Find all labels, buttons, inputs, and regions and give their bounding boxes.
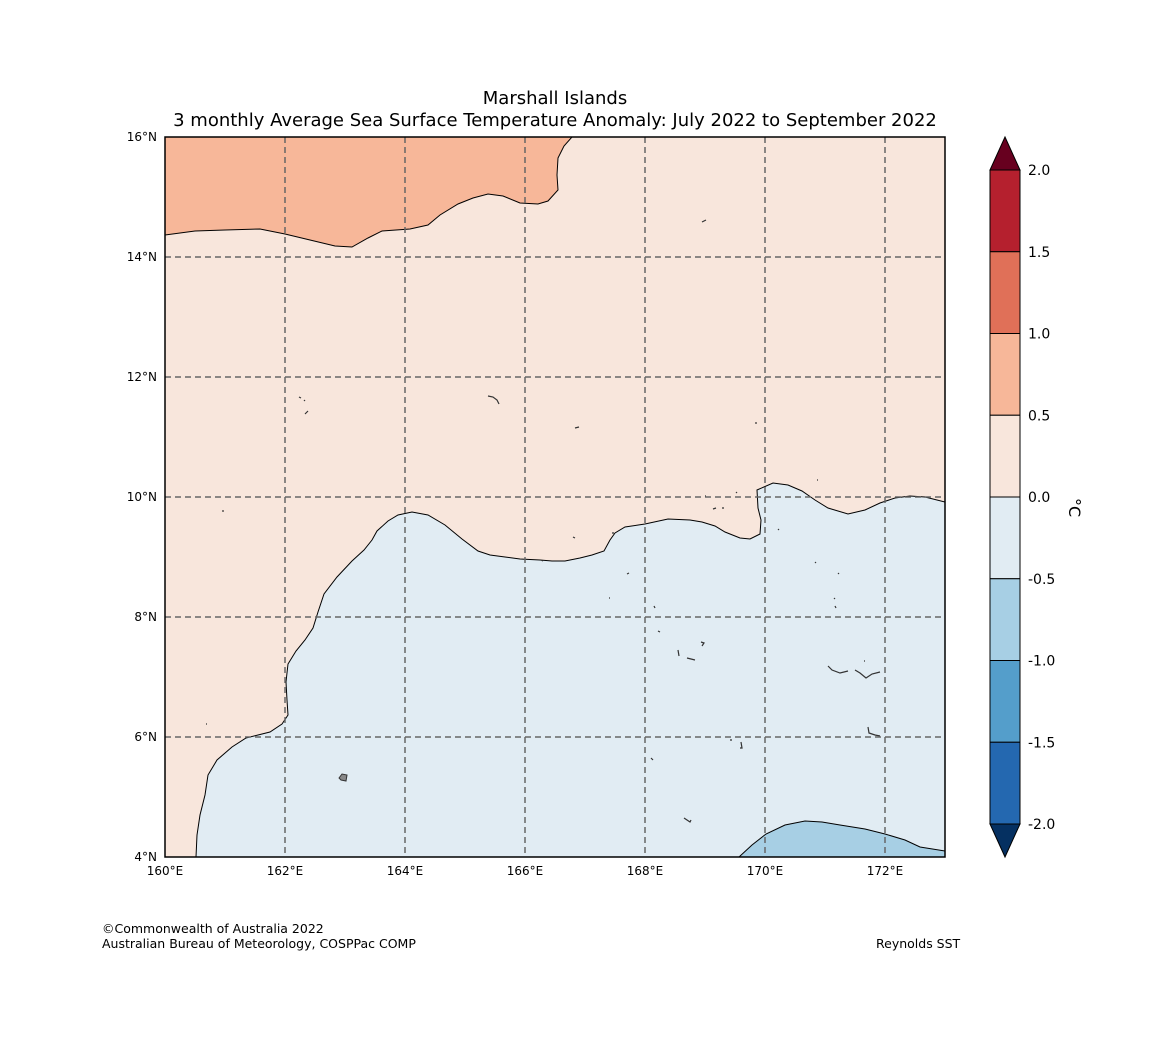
map-subtitle: 3 monthly Average Sea Surface Temperatur… — [173, 110, 937, 131]
lon-tick-label: 164°E — [387, 864, 424, 878]
colorbar-tick-label: 2.0 — [1028, 163, 1050, 179]
colorbar-under-arrow — [989, 823, 1021, 859]
colorbar-band — [989, 169, 1021, 253]
lon-tick-label: 172°E — [867, 864, 904, 878]
colorbar-tick-label: 0.0 — [1028, 490, 1050, 506]
colorbar: 2.0 1.5 1.0 0.5 0.0 -0.5 -1.0 -1.5 -2.0 — [989, 135, 1055, 859]
lon-tick-label: 162°E — [267, 864, 304, 878]
colorbar-band — [989, 414, 1021, 498]
anomaly-region-minus-1.0-to-minus-0.5 — [738, 820, 945, 857]
colorbar-band — [989, 578, 1021, 661]
colorbar-band — [989, 660, 1021, 743]
map-axes: 160°E 162°E 164°E 166°E 168°E 170°E 172°E 4°N 6°… — [127, 130, 904, 878]
colorbar-over-arrow — [989, 135, 1021, 171]
island-shaded — [338, 773, 348, 782]
colorbar-tick-label: 1.0 — [1028, 327, 1050, 343]
lat-tick-label: 6°N — [134, 730, 157, 744]
colorbar-tick-label: -1.0 — [1028, 654, 1055, 670]
lon-tick-label: 170°E — [747, 864, 784, 878]
colorbar-band — [989, 333, 1021, 416]
anomaly-region-minus-0.5-to-0 — [195, 482, 945, 857]
lon-tick-label: 160°E — [147, 864, 184, 878]
data-source-text: Reynolds SST — [876, 936, 961, 951]
anomaly-region-0.5-to-1.0 — [165, 137, 573, 248]
colorbar-tick-label: -2.0 — [1028, 817, 1055, 833]
lon-tick-label: 166°E — [507, 864, 544, 878]
map-frame — [164, 136, 946, 858]
colorbar-band — [989, 741, 1021, 825]
lat-tick-label: 8°N — [134, 610, 157, 624]
lat-tick-label: 16°N — [127, 130, 157, 144]
colorbar-tick-label: -1.5 — [1028, 735, 1055, 751]
lat-tick-label: 4°N — [134, 850, 157, 864]
colorbar-band — [989, 496, 1021, 580]
colorbar-unit-label: °C — [1065, 498, 1084, 517]
copyright-text: ©Commonwealth of Australia 2022 — [102, 921, 324, 936]
colorbar-tick-label: -0.5 — [1028, 572, 1055, 588]
lat-tick-label: 12°N — [127, 370, 157, 384]
colorbar-band — [989, 251, 1021, 334]
map-title: Marshall Islands — [482, 88, 628, 109]
colorbar-tick-label: 1.5 — [1028, 245, 1050, 261]
lat-tick-label: 10°N — [127, 490, 157, 504]
agency-credit-text: Australian Bureau of Meteorology, COSPPa… — [102, 936, 416, 951]
lon-tick-label: 168°E — [627, 864, 664, 878]
lat-tick-label: 14°N — [127, 250, 157, 264]
map-gridlines — [165, 137, 945, 857]
island-outlines — [206, 219, 881, 823]
colorbar-tick-label: 0.5 — [1028, 408, 1050, 424]
